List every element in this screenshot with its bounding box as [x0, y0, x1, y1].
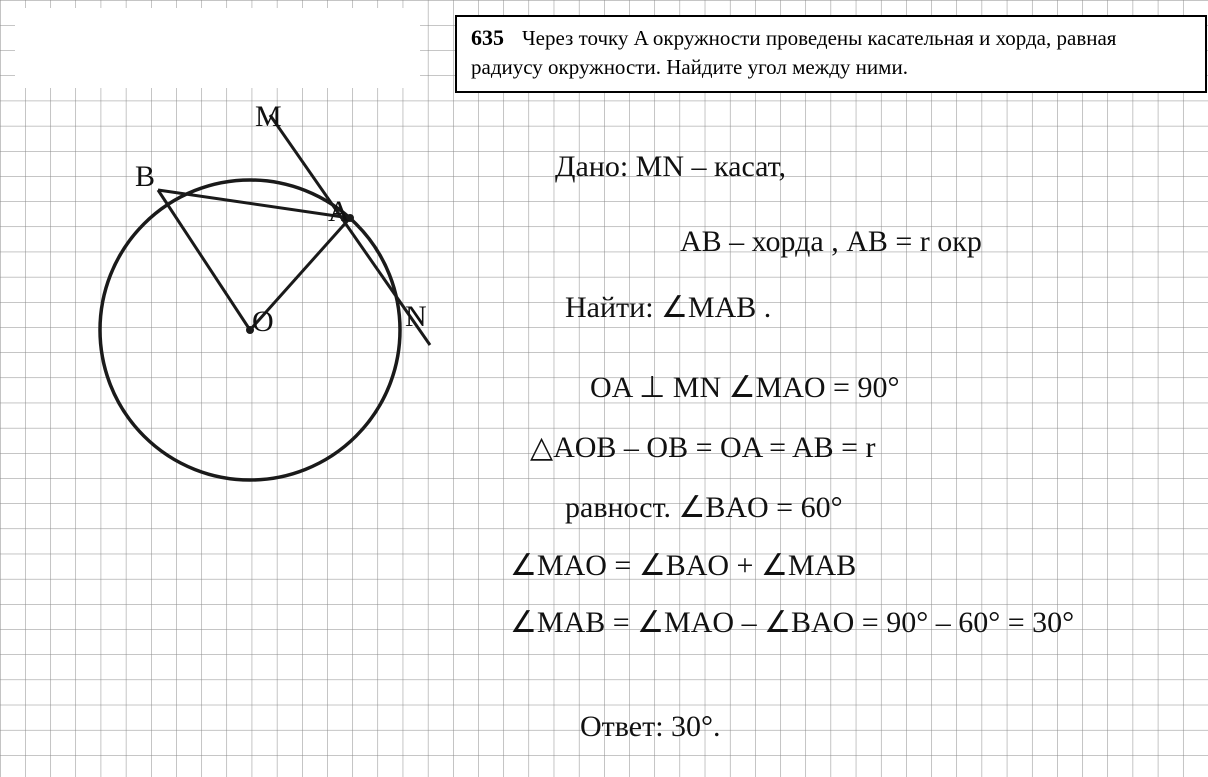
problem-text: Через точку A окружности проведены касат… — [471, 26, 1116, 79]
diagram — [60, 100, 440, 500]
hand-line-8: ∠MAB = ∠MAO – ∠BAO = 90° – 60° = 30° — [510, 605, 1074, 640]
hand-line-4: OA ⊥ MN ∠MAO = 90° — [590, 370, 899, 405]
chord-ab — [158, 190, 350, 218]
label-n: N — [405, 300, 427, 334]
whiteout-patch — [15, 8, 420, 88]
hand-line-9: Ответ: 30°. — [580, 710, 721, 744]
label-a: A — [328, 195, 350, 229]
hand-line-6: равност. ∠BAO = 60° — [565, 490, 843, 525]
label-o: O — [252, 305, 274, 339]
problem-number: 635 — [471, 23, 504, 53]
problem-box: 635 Через точку A окружности проведены к… — [455, 15, 1207, 93]
hand-line-2: AB – хорда , AB = r окр — [680, 225, 982, 259]
page: 635 Через точку A окружности проведены к… — [0, 0, 1208, 777]
hand-line-7: ∠MAO = ∠BAO + ∠MAB — [510, 548, 856, 583]
hand-line-3: Найти: ∠MAB . — [565, 290, 771, 325]
radius-ob — [158, 190, 250, 330]
hand-line-1: Дано: MN – касат, — [555, 150, 786, 184]
hand-line-5: △AOB – OB = OA = AB = r — [530, 430, 876, 465]
label-m: M — [255, 100, 282, 134]
label-b: B — [135, 160, 155, 194]
